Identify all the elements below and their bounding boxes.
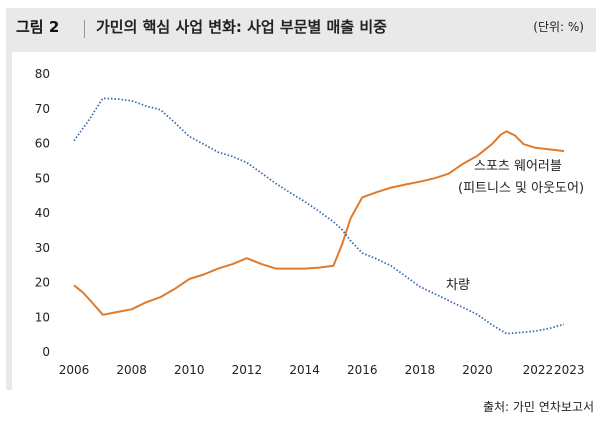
y-tick-label: 40 — [35, 206, 50, 220]
x-tick-label: 2008 — [116, 363, 147, 377]
x-tick-label: 2012 — [232, 363, 263, 377]
y-tick-label: 0 — [42, 345, 50, 359]
title-divider — [84, 20, 85, 38]
y-tick-label: 50 — [35, 171, 50, 185]
plot-area: 0 10 20 30 40 50 60 70 80 2006 2008 2010 2012 2014 201… — [12, 52, 596, 398]
series-label-sports-sub: (피트니스 및 아웃도어) — [458, 181, 584, 196]
series-line-vehicle — [73, 97, 565, 335]
unit-label: (단위: %) — [533, 20, 584, 34]
y-tick-label: 20 — [35, 276, 50, 290]
series-label-vehicle: 차량 — [446, 278, 470, 293]
series-line-sports — [73, 130, 565, 316]
x-tick-label: 2022 — [523, 363, 554, 377]
figure-number: 그림 2 — [16, 18, 60, 36]
y-tick-label: 70 — [35, 102, 50, 116]
x-tick-label: 2016 — [347, 363, 378, 377]
x-tick-label: 2014 — [289, 363, 320, 377]
series-label-sports: 스포츠 웨어러블 — [474, 159, 562, 174]
figure-frame: 그림 2 가민의 핵심 사업 변화: 사업 부문별 매출 비중 (단위: %) … — [6, 8, 596, 398]
x-tick-label: 2020 — [462, 363, 493, 377]
y-tick-label: 30 — [35, 241, 50, 255]
y-tick-label: 10 — [35, 310, 50, 324]
x-tick-label: 2010 — [174, 363, 205, 377]
x-tick-label: 2018 — [405, 363, 436, 377]
x-tick-label: 2006 — [59, 363, 90, 377]
figure-title: 가민의 핵심 사업 변화: 사업 부문별 매출 비중 — [96, 18, 387, 36]
x-tick-label: 2023 — [554, 363, 585, 377]
y-tick-label: 60 — [35, 137, 50, 151]
line-chart: 0 10 20 30 40 50 60 70 80 2006 2008 2010 2012 2014 201… — [35, 67, 585, 377]
y-tick-label: 80 — [35, 67, 50, 81]
source-note: 출처: 가민 연차보고서 — [482, 400, 594, 414]
